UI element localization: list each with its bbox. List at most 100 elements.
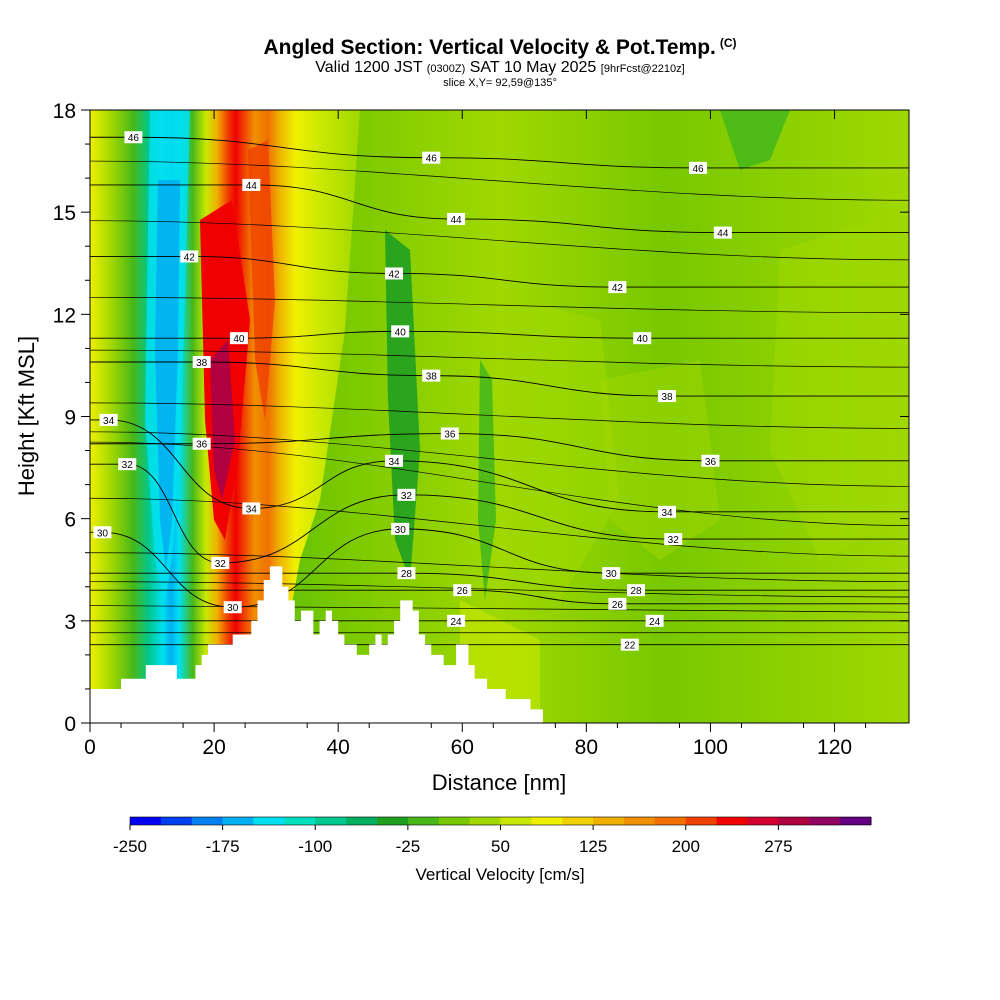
theta-contour-labels: 22 24 24 26 26 28 28 30 30 30 30 32 32 32 32 34 34 34 34 36… <box>93 131 732 652</box>
theta-label: 44 <box>451 215 463 226</box>
theta-label-box <box>658 390 677 403</box>
theta-label-box <box>701 454 720 467</box>
upper-downdraft <box>720 110 790 170</box>
x-tick-label: 80 <box>575 736 598 759</box>
theta-label: 34 <box>103 416 115 427</box>
theta-contour-line <box>90 581 909 598</box>
theta-label-box <box>608 597 627 610</box>
colorbar-swatch <box>685 817 718 825</box>
theta-label-box <box>397 488 416 501</box>
theta-label: 36 <box>444 430 456 441</box>
theta-label: 36 <box>196 440 208 451</box>
theta-label-box <box>422 151 441 164</box>
colorbar-tick-label: 125 <box>579 837 607 856</box>
theta-label-box <box>242 178 261 191</box>
chart-title-text: Angled Section: Vertical Velocity & Pot.… <box>263 36 716 59</box>
chart-subtitle: Valid 1200 JST (0300Z) SAT 10 May 2025 [… <box>0 59 1000 77</box>
unit-tag: (C) <box>719 36 737 50</box>
theta-label: 32 <box>668 535 680 546</box>
theta-label-box <box>124 131 143 144</box>
theta-label: 46 <box>426 154 438 165</box>
theta-label: 42 <box>184 252 196 263</box>
theta-label: 34 <box>661 508 673 519</box>
colorbar-swatch <box>315 817 347 825</box>
theta-label: 22 <box>624 641 636 652</box>
theta-contour-line <box>90 589 909 605</box>
theta-label-box <box>223 601 242 614</box>
theta-contour-line <box>90 528 909 608</box>
theta-label: 44 <box>717 229 729 240</box>
theta-label: 40 <box>233 334 245 345</box>
theta-label: 32 <box>122 460 134 471</box>
theta-contour-line <box>90 433 909 462</box>
theta-label: 40 <box>637 334 649 345</box>
theta-label-box <box>658 505 677 518</box>
y-tick-label: 9 <box>64 407 76 430</box>
theta-label: 44 <box>246 181 258 192</box>
theta-label: 32 <box>401 491 413 502</box>
theta-label: 28 <box>630 586 642 597</box>
colorbar-swatch <box>747 817 779 825</box>
theta-contour-line <box>90 463 909 564</box>
velocity-field: 22 24 24 26 26 28 28 30 30 30 30 32 32 32 32 34 34 34 34 36… <box>90 110 909 723</box>
colorbar-swatch <box>624 817 656 825</box>
colorbar: -250 -175 -100 -25 50 125 200 275 <box>113 816 872 856</box>
theta-contour-line <box>90 296 909 313</box>
colorbar-tick-label: -250 <box>113 837 147 856</box>
x-tick-label: 120 <box>817 736 852 759</box>
theta-label-box <box>453 584 472 597</box>
weak-updraft <box>500 300 620 600</box>
theta-label: 34 <box>388 457 400 468</box>
theta-label-box <box>229 332 248 345</box>
downdraft-center <box>155 180 180 570</box>
theta-label-box <box>192 356 211 369</box>
colorbar-swatch <box>253 817 285 825</box>
colorbar-swatch <box>500 817 532 825</box>
colorbar-swatch <box>562 817 594 825</box>
colorbar-swatch <box>593 817 625 825</box>
colorbar-tick-label: 275 <box>764 837 792 856</box>
theta-label: 26 <box>612 600 624 611</box>
theta-label-box <box>385 267 404 280</box>
colorbar-swatch <box>377 817 409 825</box>
theta-label: 36 <box>705 457 717 468</box>
theta-label-box <box>620 638 639 651</box>
theta-label: 30 <box>395 525 407 536</box>
theta-label-box <box>242 502 261 515</box>
theta-label: 46 <box>128 133 140 144</box>
theta-label-box <box>211 556 230 569</box>
x-axis: 0 20 40 60 80 100 120 <box>84 110 867 759</box>
colorbar-swatch <box>191 817 224 825</box>
theta-contour-line <box>90 220 909 261</box>
theta-contour-line <box>90 402 909 429</box>
y-tick-label: 0 <box>64 713 76 736</box>
x-tick-label: 20 <box>202 736 225 759</box>
theta-contour-line <box>90 431 909 487</box>
colorbar-swatch <box>407 817 440 825</box>
weak-downdraft <box>478 360 496 600</box>
valid-date: SAT 10 May 2025 <box>469 59 597 76</box>
theta-label: 26 <box>457 586 469 597</box>
theta-label-box <box>602 567 621 580</box>
valid-prefix: Valid 1200 JST <box>315 59 423 76</box>
colorbar-label: Vertical Velocity [cm/s] <box>415 865 584 884</box>
theta-label-box <box>192 437 211 450</box>
theta-contour-line <box>90 552 909 583</box>
theta-label: 30 <box>606 569 618 580</box>
theta-label-box <box>118 458 137 471</box>
theta-label-box <box>633 332 652 345</box>
colorbar-tick-label: -175 <box>206 837 240 856</box>
x-tick-label: 100 <box>693 736 728 759</box>
forecast-tag: [9hrFcst@2210z] <box>600 63 685 75</box>
theta-label: 38 <box>426 372 438 383</box>
theta-label: 30 <box>227 603 239 614</box>
colorbar-swatch <box>130 817 162 825</box>
colorbar-tick-label: 200 <box>672 837 700 856</box>
colorbar-swatch <box>160 817 193 825</box>
theta-contour-line <box>90 160 909 201</box>
theta-label: 42 <box>612 283 624 294</box>
theta-contour-line <box>90 419 909 513</box>
colorbar-swatch <box>222 817 254 825</box>
theta-label: 24 <box>649 617 661 628</box>
